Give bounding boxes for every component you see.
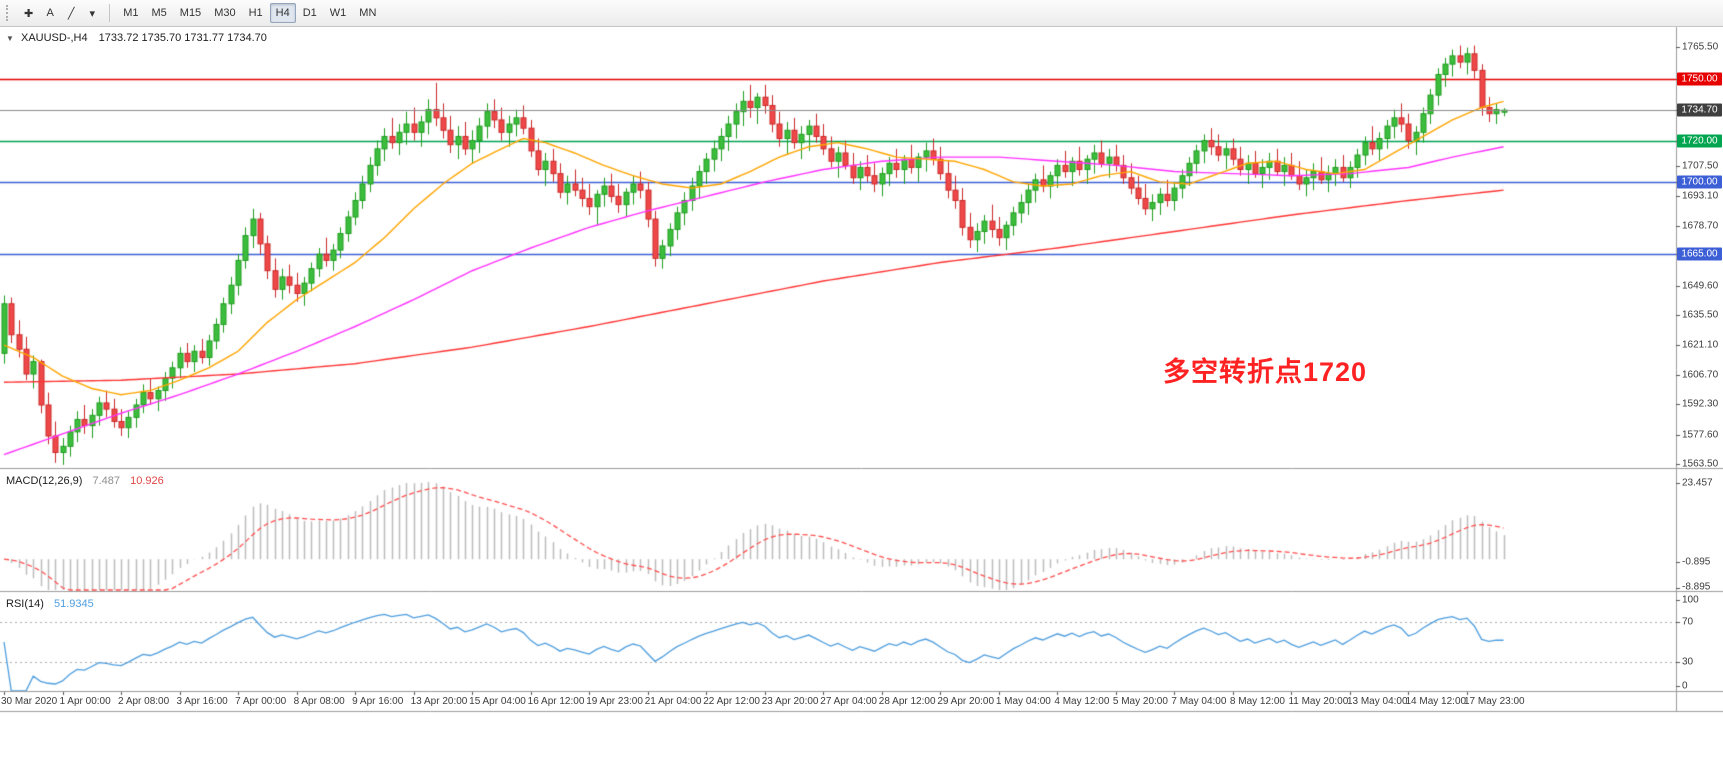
level-price-badge: 1700.00: [1677, 175, 1722, 189]
rsi-axis-label: 30: [1682, 656, 1694, 668]
date-axis-label: 22 Apr 12:00: [703, 696, 760, 707]
chart-header: ▼ XAUUSD-,H4 1733.72 1735.70 1731.77 173…: [6, 32, 267, 44]
level-price-badge: 1750.00: [1677, 72, 1722, 86]
timeframe-button-m5[interactable]: M5: [146, 3, 173, 23]
timeframe-button-h1[interactable]: H1: [243, 3, 269, 23]
price-axis-label: 1693.10: [1682, 190, 1719, 202]
timeframe-button-m1[interactable]: M1: [117, 3, 144, 23]
rsi-axis-label: 70: [1682, 616, 1694, 628]
price-axis-label: 1577.60: [1682, 429, 1719, 441]
macd-header: MACD(12,26,9) 7.487 10.926: [6, 475, 164, 487]
toolbar-separator: [109, 4, 111, 22]
price-axis-label: 1765.50: [1682, 41, 1719, 53]
timeframe-button-d1[interactable]: D1: [297, 3, 323, 23]
timeframe-button-m15[interactable]: M15: [174, 3, 207, 23]
date-axis-label: 9 Apr 16:00: [352, 696, 404, 707]
macd-axis-label: -8.895: [1682, 581, 1711, 593]
trendline-icon: ╱: [67, 7, 75, 20]
crosshair-icon: ✚: [24, 7, 34, 20]
date-axis-label: 4 May 12:00: [1054, 696, 1110, 707]
date-axis-label: 28 Apr 12:00: [878, 696, 936, 707]
rsi-header: RSI(14) 51.9345: [6, 598, 94, 610]
date-axis-label: 3 Apr 16:00: [176, 696, 228, 707]
date-axis-label: 13 May 04:00: [1346, 696, 1408, 707]
current-price-badge: 1734.70: [1677, 103, 1722, 117]
date-axis-label: 15 Apr 04:00: [469, 696, 526, 707]
date-axis-label: 2 Apr 08:00: [118, 696, 170, 707]
macd-main-value: 7.487: [92, 475, 121, 487]
price-axis-label: 1635.50: [1682, 309, 1719, 321]
date-axis-label: 1 May 04:00: [995, 696, 1051, 707]
timeframe-button-m30[interactable]: M30: [208, 3, 241, 23]
date-axis-label: 1 Apr 00:00: [59, 696, 111, 707]
text-tool-button[interactable]: A: [40, 3, 60, 23]
timeframe-button-h4[interactable]: H4: [269, 3, 296, 23]
timeframe-toolbar: M1 M5 M15 M30 H1 H4 D1 W1 MN: [117, 3, 382, 23]
chart-collapse-icon[interactable]: ▼: [6, 34, 14, 43]
date-axis-label: 7 May 04:00: [1171, 696, 1227, 707]
date-axis-label: 30 Mar 2020: [1, 696, 58, 707]
symbol-title: XAUUSD-,H4: [20, 32, 88, 44]
rsi-value: 51.9345: [53, 598, 94, 610]
price-axis-label: 1621.10: [1682, 339, 1719, 351]
date-axis-label: 16 Apr 12:00: [527, 696, 585, 707]
date-axis-label: 29 Apr 20:00: [937, 696, 995, 707]
date-axis-label: 23 Apr 20:00: [761, 696, 819, 707]
chart-annotation-text[interactable]: 多空转折点1720: [1163, 357, 1368, 387]
rsi-label: RSI(14): [6, 598, 44, 610]
date-axis-label: 14 May 12:00: [1405, 696, 1467, 707]
rsi-axis-label: 100: [1682, 594, 1699, 606]
timeframe-button-w1[interactable]: W1: [324, 3, 353, 23]
price-axis-label: 1592.30: [1682, 398, 1719, 410]
date-axis-label: 19 Apr 23:00: [586, 696, 643, 707]
date-axis-label: 21 Apr 04:00: [644, 696, 702, 707]
macd-axis-label: -0.895: [1682, 556, 1711, 568]
crosshair-button[interactable]: ✚: [18, 3, 39, 23]
level-price-badge: 1720.00: [1677, 134, 1722, 148]
objects-dropdown-button[interactable]: ▾: [82, 3, 102, 23]
date-axis-label: 27 Apr 04:00: [820, 696, 877, 707]
macd-label: MACD(12,26,9): [6, 475, 83, 487]
text-tool-icon: A: [46, 7, 54, 19]
toolbar-grip[interactable]: [6, 5, 12, 21]
macd-signal-value: 10.926: [130, 475, 164, 487]
price-axis-label: 1563.50: [1682, 458, 1719, 470]
date-axis-label: 5 May 20:00: [1112, 696, 1168, 707]
level-price-badge: 1665.00: [1677, 247, 1722, 261]
chart-ohlc: 1733.72 1735.70 1731.77 1734.70: [98, 32, 267, 44]
top-toolbar: ✚ A ╱ ▾ M1 M5 M15 M30 H1 H4 D1 W1 MN: [0, 0, 1723, 27]
macd-axis-label: 23.457: [1682, 477, 1713, 489]
date-axis-label: 13 Apr 20:00: [410, 696, 468, 707]
date-axis-label: 17 May 23:00: [1464, 696, 1525, 707]
price-axis-label: 1707.50: [1682, 160, 1719, 172]
price-axis-label: 1606.70: [1682, 369, 1719, 381]
rsi-axis-label: 0: [1682, 680, 1688, 692]
timeframe-button-mn[interactable]: MN: [353, 3, 382, 23]
chevron-down-icon: ▾: [89, 7, 95, 20]
date-axis-label: 11 May 20:00: [1288, 696, 1349, 707]
date-axis-label: 8 May 12:00: [1229, 696, 1285, 707]
date-axis-label: 7 Apr 00:00: [235, 696, 287, 707]
date-axis-label: 8 Apr 08:00: [293, 696, 345, 707]
price-axis-label: 1649.60: [1682, 280, 1719, 292]
trendline-button[interactable]: ╱: [61, 3, 81, 23]
price-axis-label: 1678.70: [1682, 220, 1719, 232]
